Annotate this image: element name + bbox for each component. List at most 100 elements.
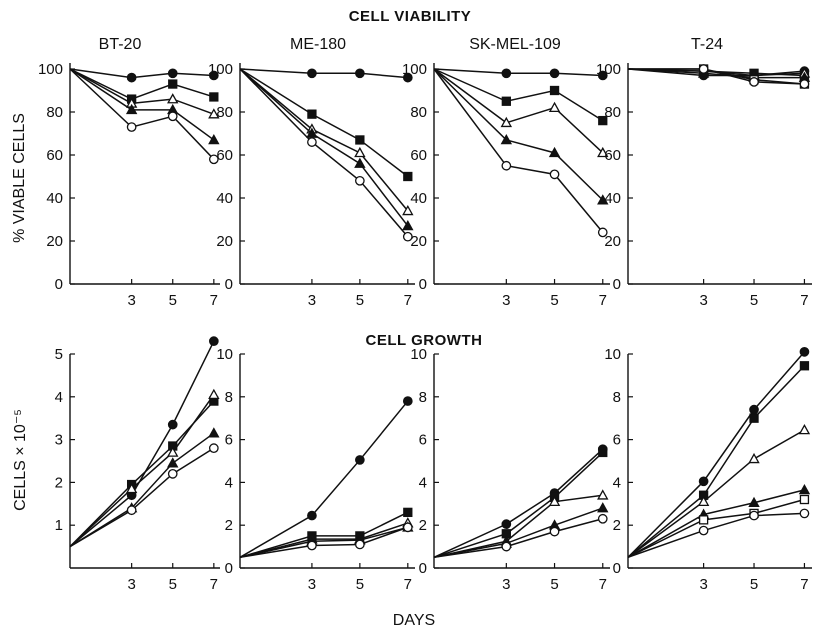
y-tick-label-viability-t24: 100 [596, 61, 621, 78]
y-tick-label-growth-t24: 10 [604, 346, 621, 363]
y-tick-label-viability-me180: 60 [216, 147, 233, 164]
y-tick-label-viability-t24: 20 [604, 233, 621, 250]
data-point-open-triangle-growth-t24 [800, 425, 809, 433]
data-point-open-circle-growth-t24 [800, 509, 808, 517]
data-point-open-triangle-growth-bt20 [209, 390, 218, 398]
series-line-filled-circle-growth-bt20 [70, 341, 214, 546]
data-point-filled-triangle-viability-bt20 [209, 135, 218, 143]
y-tick-label-viability-me180: 100 [208, 61, 233, 78]
data-point-filled-circle-viability-me180 [308, 69, 316, 77]
x-tick-label-viability-bt20: 7 [210, 292, 218, 309]
series-line-filled-triangle-growth-skmel109 [434, 508, 603, 557]
y-tick-label-growth-me180: 2 [225, 517, 233, 534]
data-point-filled-square-growth-me180 [404, 508, 412, 516]
data-point-filled-square-viability-bt20 [210, 93, 218, 101]
y-tick-label-viability-me180: 20 [216, 233, 233, 250]
panel-growth-bt20: 123453 5 7 [55, 337, 220, 593]
data-point-filled-square-viability-me180 [404, 173, 412, 181]
data-point-filled-circle-growth-skmel109 [502, 520, 510, 528]
data-point-filled-circle-growth-me180 [404, 397, 412, 405]
y-tick-label-growth-me180: 0 [225, 560, 233, 577]
x-tick-label-viability-bt20: 3 [127, 292, 135, 309]
y-tick-label-growth-skmel109: 2 [419, 517, 427, 534]
y-tick-label-growth-skmel109: 10 [410, 346, 427, 363]
data-point-filled-triangle-growth-t24 [800, 485, 809, 493]
x-tick-label-viability-bt20: 5 [169, 292, 177, 309]
y-tick-label-viability-skmel109: 40 [410, 190, 427, 207]
data-point-filled-circle-growth-me180 [308, 511, 316, 519]
series-line-filled-circle-viability-bt20 [70, 69, 214, 78]
data-point-filled-circle-growth-t24 [800, 348, 808, 356]
x-tick-label-viability-t24: 3 [699, 292, 707, 309]
data-point-filled-circle-growth-me180 [356, 456, 364, 464]
data-point-open-circle-viability-bt20 [127, 123, 135, 131]
y-tick-label-growth-skmel109: 6 [419, 432, 427, 449]
y-tick-label-growth-bt20: 2 [55, 474, 63, 491]
data-point-filled-square-viability-skmel109 [551, 87, 559, 95]
series-line-filled-square-growth-skmel109 [434, 452, 603, 557]
y-tick-label-growth-bt20: 5 [55, 346, 63, 363]
y-tick-label-viability-me180: 40 [216, 190, 233, 207]
series-line-filled-square-growth-t24 [628, 366, 804, 558]
data-point-open-circle-growth-bt20 [210, 444, 218, 452]
series-line-open-circle-viability-me180 [240, 69, 408, 237]
x-tick-label-viability-t24: 7 [800, 292, 808, 309]
series-line-filled-circle-viability-skmel109 [434, 69, 603, 75]
x-tick-label-growth-skmel109: 7 [599, 576, 607, 593]
y-tick-label-growth-skmel109: 4 [419, 474, 427, 491]
data-point-filled-square-growth-t24 [800, 362, 808, 370]
y-tick-label-growth-me180: 6 [225, 432, 233, 449]
y-tick-label-viability-bt20: 0 [55, 276, 63, 293]
series-line-filled-triangle-viability-me180 [240, 69, 408, 226]
data-point-filled-triangle-growth-bt20 [209, 429, 218, 437]
data-point-open-circle-growth-bt20 [127, 506, 135, 514]
y-tick-label-growth-me180: 10 [216, 346, 233, 363]
y-tick-label-viability-bt20: 100 [38, 61, 63, 78]
y-tick-label-viability-t24: 0 [613, 276, 621, 293]
data-point-open-circle-viability-me180 [356, 177, 364, 185]
x-tick-label-viability-me180: 3 [308, 292, 316, 309]
data-point-filled-triangle-viability-me180 [355, 159, 364, 167]
data-point-open-triangle-viability-me180 [355, 148, 364, 156]
y-tick-label-viability-me180: 0 [225, 276, 233, 293]
data-point-open-circle-viability-t24 [750, 78, 758, 86]
x-tick-label-viability-skmel109: 7 [599, 292, 607, 309]
data-point-filled-triangle-growth-bt20 [168, 459, 177, 467]
x-tick-label-viability-t24: 5 [750, 292, 758, 309]
y-tick-label-viability-skmel109: 20 [410, 233, 427, 250]
data-point-open-triangle-viability-skmel109 [550, 103, 559, 111]
y-tick-label-viability-t24: 60 [604, 147, 621, 164]
series-line-filled-square-growth-bt20 [70, 401, 214, 547]
x-tick-label-growth-me180: 3 [308, 576, 316, 593]
data-point-open-square-growth-t24 [800, 496, 808, 504]
x-tick-label-growth-bt20: 5 [169, 576, 177, 593]
y-tick-label-viability-skmel109: 80 [410, 104, 427, 121]
x-tick-label-viability-skmel109: 5 [550, 292, 558, 309]
x-tick-label-growth-me180: 7 [404, 576, 412, 593]
data-point-open-circle-viability-skmel109 [502, 162, 510, 170]
data-point-open-triangle-viability-bt20 [168, 95, 177, 103]
panel-viability-bt20: 0 20 40 60 80 100 3 5 7 [38, 61, 220, 309]
y-tick-label-growth-skmel109: 0 [419, 560, 427, 577]
panel-viability-skmel109: 0204060801003 5 7 [402, 61, 610, 309]
y-tick-label-viability-skmel109: 0 [419, 276, 427, 293]
x-tick-label-growth-bt20: 7 [210, 576, 218, 593]
y-tick-label-viability-t24: 40 [604, 190, 621, 207]
data-point-open-circle-growth-skmel109 [550, 527, 558, 535]
panel-viability-me180: 0204060801003 5 7 [208, 61, 415, 309]
data-point-open-triangle-growth-t24 [749, 454, 758, 462]
x-tick-label-growth-skmel109: 5 [550, 576, 558, 593]
y-tick-label-viability-bt20: 40 [46, 190, 63, 207]
y-tick-label-viability-bt20: 20 [46, 233, 63, 250]
y-tick-label-growth-bt20: 3 [55, 432, 63, 449]
x-tick-label-viability-me180: 7 [404, 292, 412, 309]
data-point-open-square-growth-t24 [700, 516, 708, 524]
data-point-filled-triangle-growth-skmel109 [598, 503, 607, 511]
data-point-filled-circle-viability-skmel109 [550, 69, 558, 77]
series-line-filled-square-viability-me180 [240, 69, 408, 177]
series-line-filled-circle-viability-me180 [240, 69, 408, 78]
y-tick-label-viability-bt20: 80 [46, 104, 63, 121]
y-tick-label-growth-skmel109: 8 [419, 389, 427, 406]
